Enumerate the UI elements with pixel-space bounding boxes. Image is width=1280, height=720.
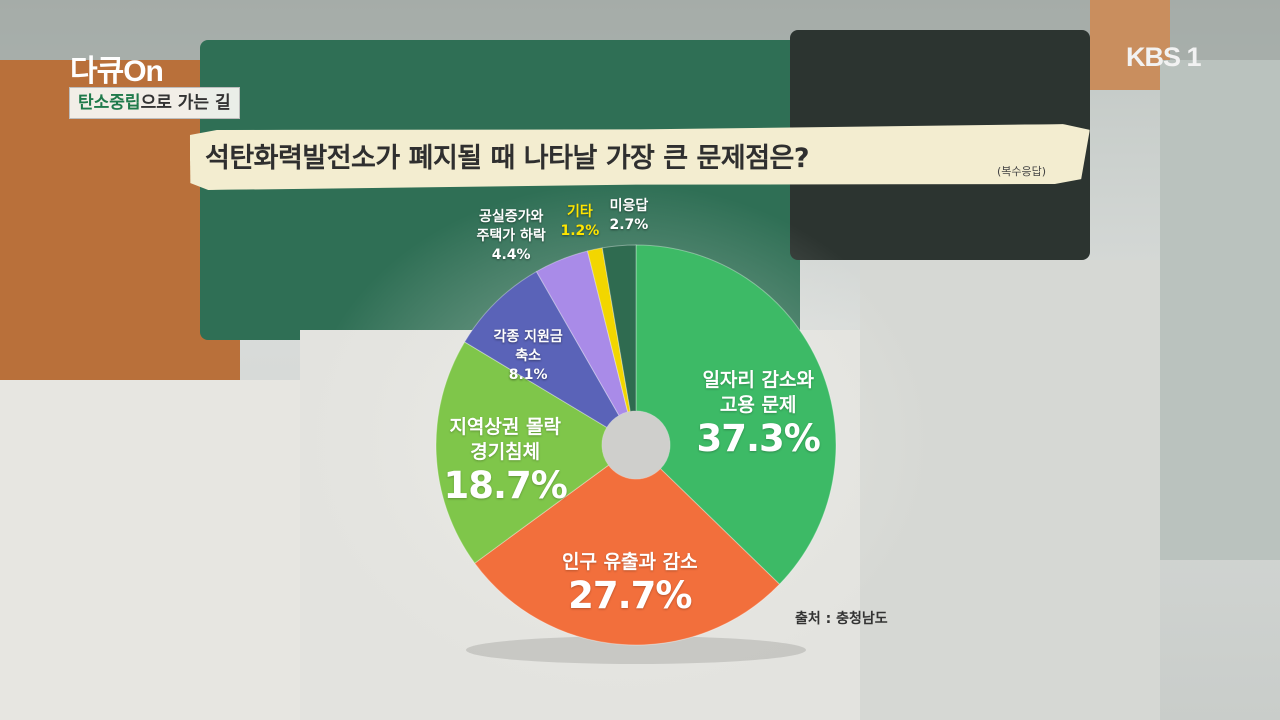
slice-value-6: 2.7% (609, 217, 649, 233)
source-note: 출처 : 충청남도 (795, 611, 888, 627)
program-logo: 다큐On (70, 55, 164, 88)
slice-label-5-line-0: 기타 (567, 204, 593, 220)
slice-value-4: 4.4% (491, 247, 531, 263)
chart-subtitle: (복수응답) (997, 165, 1047, 178)
chart-shadow (466, 636, 806, 664)
slice-value-3: 8.1% (508, 367, 548, 383)
slice-label-0-line-0: 일자리 감소와 (702, 369, 814, 391)
episode-tag: 탄소중립으로 가는 길 (69, 87, 240, 119)
slice-label-1-line-0: 인구 유출과 감소 (562, 551, 698, 573)
slice-label-2-line-0: 지역상권 몰락 (449, 416, 561, 438)
slice-label-4-line-1: 주택가 하락 (476, 228, 546, 244)
channel-logo: KBS 1 (1126, 42, 1202, 72)
slice-label-5: 기타 1.2% (561, 203, 600, 241)
slice-value-2: 18.7% (443, 464, 568, 507)
slice-label-4-line-0: 공실증가와 (478, 209, 544, 225)
slice-label-1: 인구 유출과 감소 27.7% (562, 550, 698, 617)
donut-hole (602, 411, 670, 479)
slice-value-5: 1.2% (560, 223, 600, 239)
episode-tag-rest: 으로 가는 길 (140, 93, 231, 113)
slice-label-6: 미응답 2.7% (610, 197, 649, 235)
slice-label-3-line-0: 각종 지원금 (493, 329, 563, 345)
slice-value-0: 37.3% (696, 417, 821, 460)
slice-value-1: 27.7% (568, 574, 692, 617)
slice-label-0-line-1: 고용 문제 (719, 394, 797, 416)
slice-label-2-line-1: 경기침체 (470, 441, 541, 463)
chart-title: 석탄화력발전소가 폐지될 때 나타날 가장 큰 문제점은? (205, 143, 810, 174)
episode-tag-highlight: 탄소중립 (78, 93, 141, 113)
slice-label-6-line-0: 미응답 (609, 198, 649, 214)
slice-label-3-line-1: 축소 (515, 348, 542, 364)
